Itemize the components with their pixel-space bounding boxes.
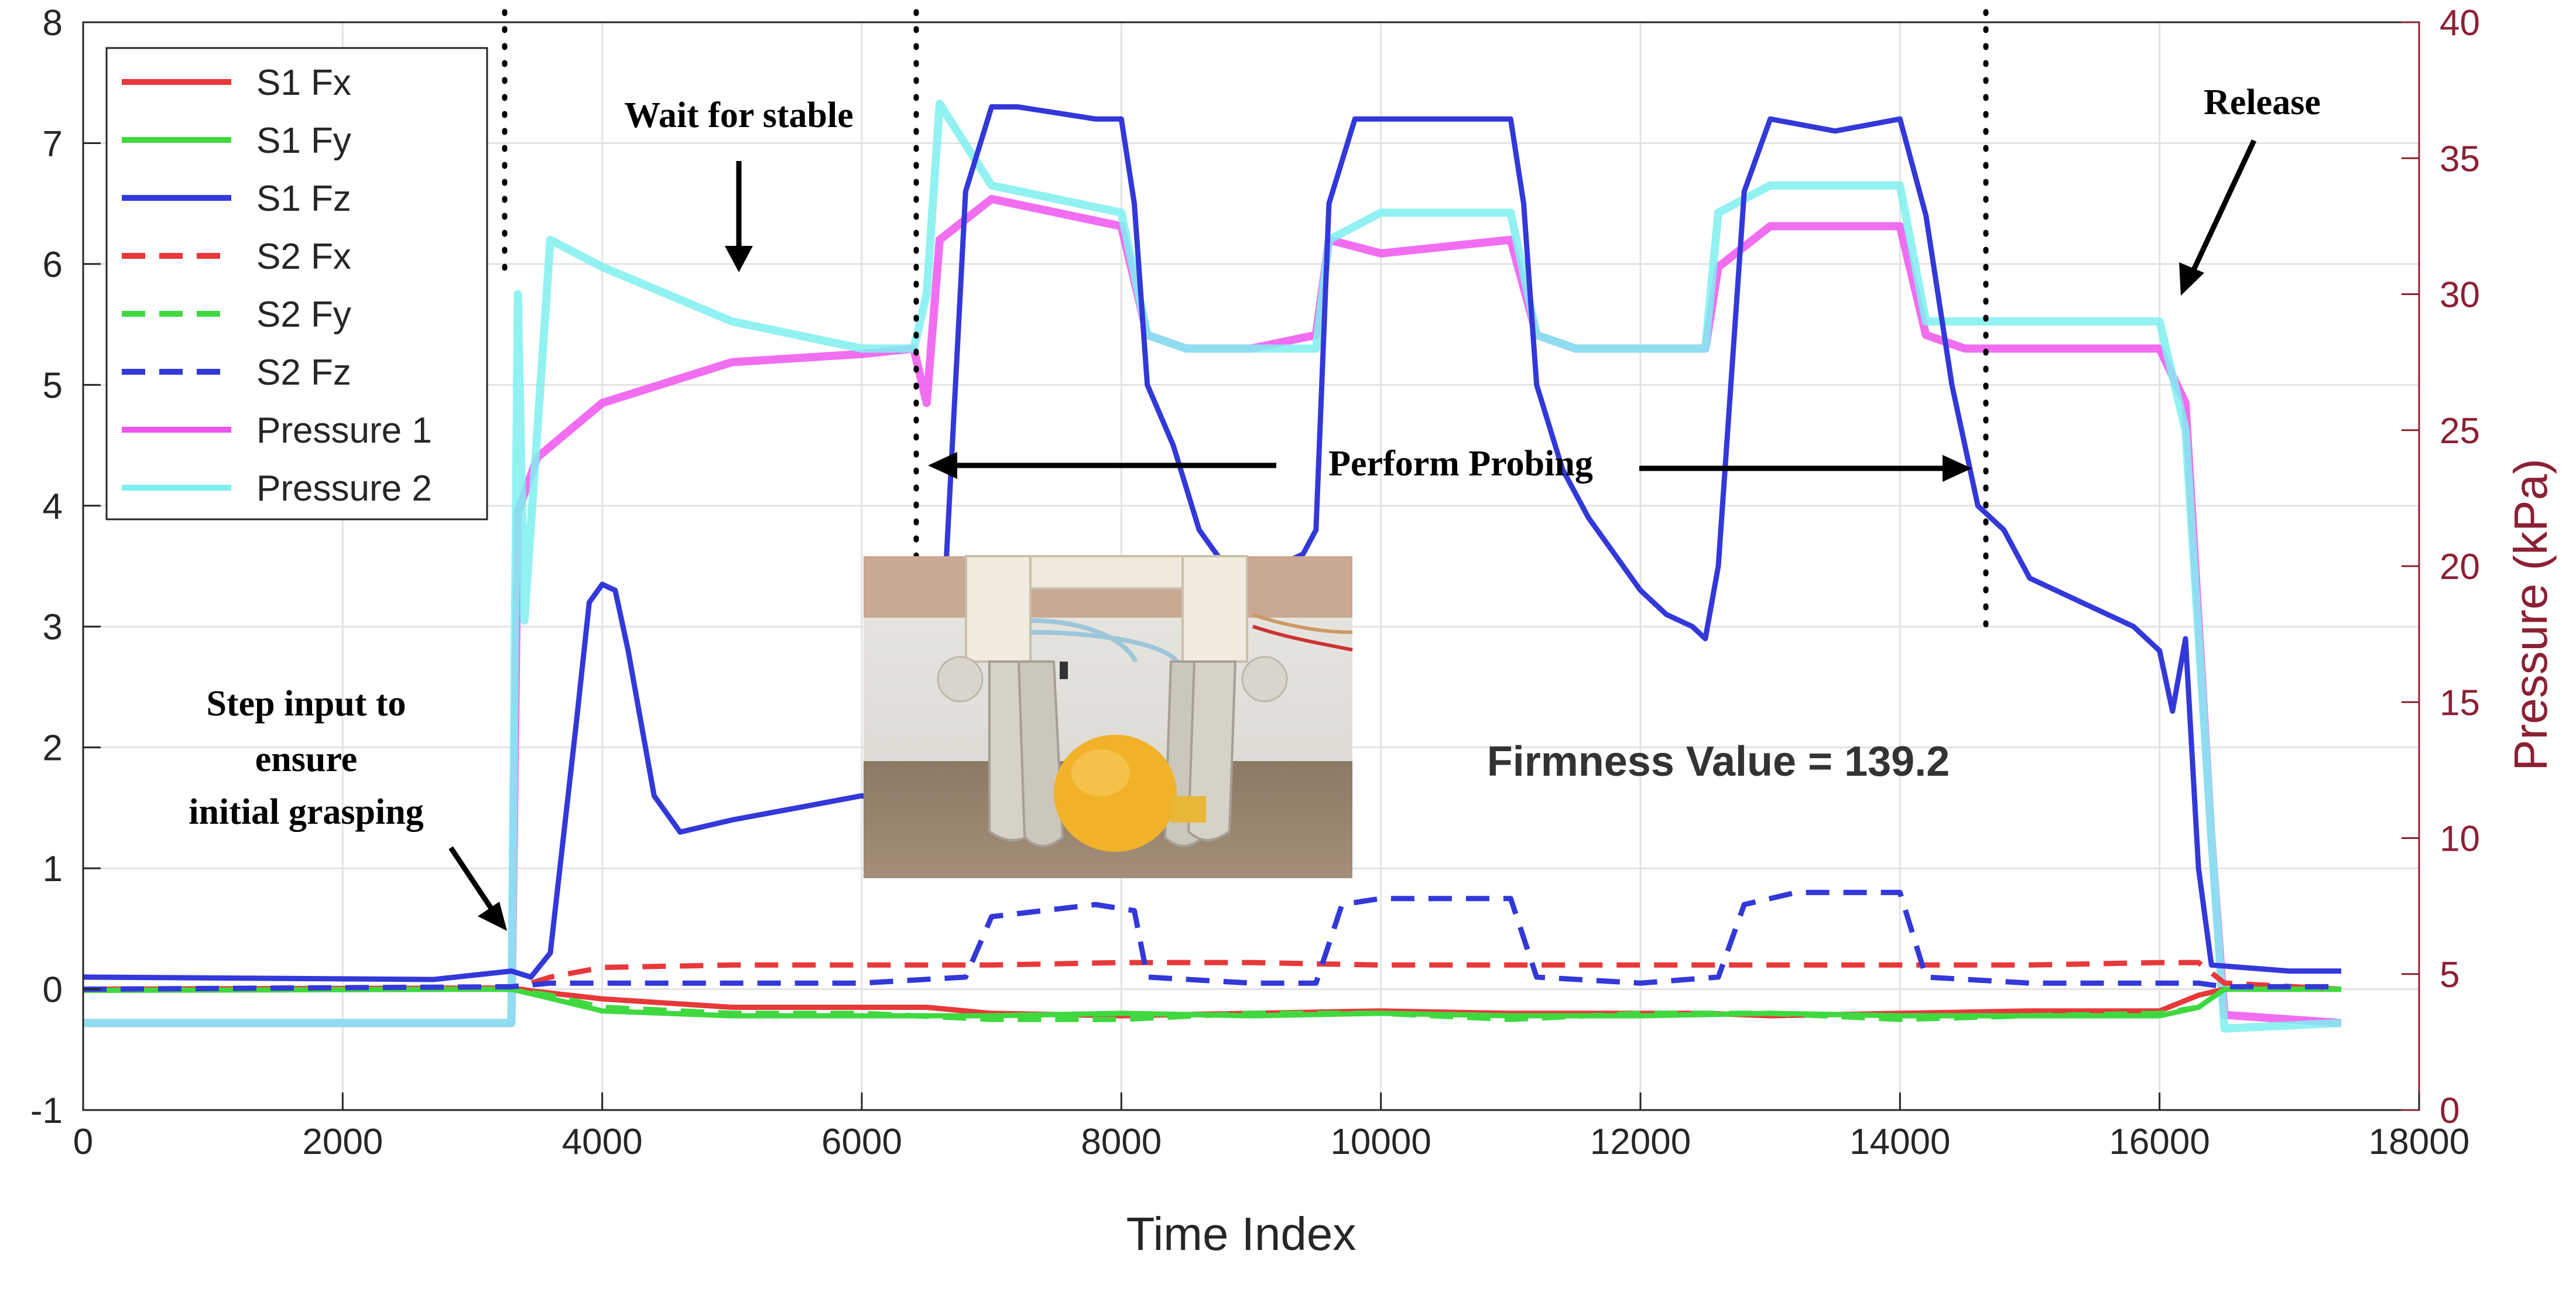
annotation-step-input-line1: Step input to (206, 684, 406, 724)
x-tick-label: 4000 (562, 1122, 643, 1162)
y2-tick-label: 20 (2440, 547, 2480, 587)
y-tick-label: 5 (43, 365, 63, 406)
x-tick-label: 18000 (2369, 1122, 2469, 1162)
legend-label: Pressure 1 (256, 410, 432, 451)
annotation-step-input-line2: ensure (255, 739, 358, 779)
y-axis-ticks: -1 0 1 2 3 4 5 6 7 8 (30, 3, 101, 1131)
y-tick-label: 3 (43, 607, 63, 648)
x-tick-label: 2000 (302, 1122, 383, 1162)
legend-label: S1 Fz (256, 179, 351, 219)
y2-tick-label: 5 (2440, 955, 2459, 995)
series-line-s2-fy (83, 987, 2341, 1022)
x-tick-label: 16000 (2109, 1122, 2210, 1162)
y-tick-label: 4 (43, 487, 63, 527)
legend-label: S1 Fy (256, 121, 351, 161)
annotation-wait-for-stable: Wait for stable (624, 95, 854, 135)
arrow-probing-left-head (928, 452, 957, 479)
y2-tick-label: 15 (2440, 683, 2480, 723)
y-tick-label: 0 (43, 970, 63, 1011)
legend-label: Pressure 2 (256, 468, 432, 509)
y-tick-label: 8 (43, 3, 63, 43)
annotation-release: Release (2204, 83, 2321, 122)
legend-label: S2 Fy (256, 294, 351, 335)
arrow-release-head (2179, 262, 2204, 296)
y2-axis-ticks: 0 5 10 15 20 25 30 35 40 (2402, 3, 2480, 1131)
y-tick-label: 1 (43, 849, 63, 889)
gripper-photo (864, 555, 1353, 878)
y-tick-label: 6 (43, 245, 63, 285)
x-tick-label: 14000 (1849, 1122, 1950, 1162)
y-tick-label: 7 (43, 124, 63, 164)
annotation-perform-probing: Perform Probing (1328, 444, 1593, 484)
firmness-value-label: Firmness Value = 139.2 (1487, 738, 1950, 785)
legend-label: S2 Fx (256, 237, 351, 277)
y2-tick-label: 30 (2440, 275, 2480, 316)
series-line-s2-fx (83, 960, 2342, 992)
arrow-probing-right-head (1943, 455, 1972, 482)
legend-label: S2 Fz (256, 352, 351, 393)
x-axis-ticks: 0 2000 4000 6000 8000 10000 12000 14000 16000 180… (73, 1092, 2469, 1162)
series-line-s1-fx (83, 985, 2341, 1019)
series-layer (83, 100, 2342, 1033)
x-tick-label: 8000 (1081, 1122, 1162, 1162)
y2-axis-label: Pressure (kPa) (2505, 458, 2557, 770)
y2-tick-label: 35 (2440, 139, 2480, 179)
legend-label: S1 Fx (256, 63, 351, 103)
arrow-release-shaft (2190, 139, 2257, 273)
y2-tick-label: 40 (2440, 3, 2480, 43)
series-line-s1-fz (83, 104, 2341, 982)
x-tick-label: 10000 (1330, 1122, 1431, 1162)
x-tick-label: 12000 (1590, 1122, 1691, 1162)
annotation-step-input-line3: initial grasping (189, 792, 423, 832)
x-axis-label: Time Index (1126, 1208, 1356, 1260)
y2-tick-label: 25 (2440, 411, 2480, 451)
y2-tick-label: 10 (2440, 819, 2480, 859)
arrow-step-head (478, 902, 507, 931)
legend: S1 Fx S1 Fy S1 Fz S2 Fx S2 Fy S2 Fz Pressure 1… (105, 47, 488, 520)
series-line-pressure-2 (83, 100, 2342, 1033)
y2-tick-label: 0 (2440, 1091, 2459, 1131)
y-tick-label: -1 (30, 1091, 63, 1131)
legend-box (105, 47, 488, 520)
x-tick-label: 6000 (821, 1122, 902, 1162)
series-line-s2-fz (83, 889, 2341, 992)
arrow-step-shaft (448, 846, 494, 911)
arrow-wait-head (725, 246, 753, 272)
y-tick-label: 2 (43, 728, 63, 769)
x-tick-label: 0 (73, 1122, 93, 1162)
